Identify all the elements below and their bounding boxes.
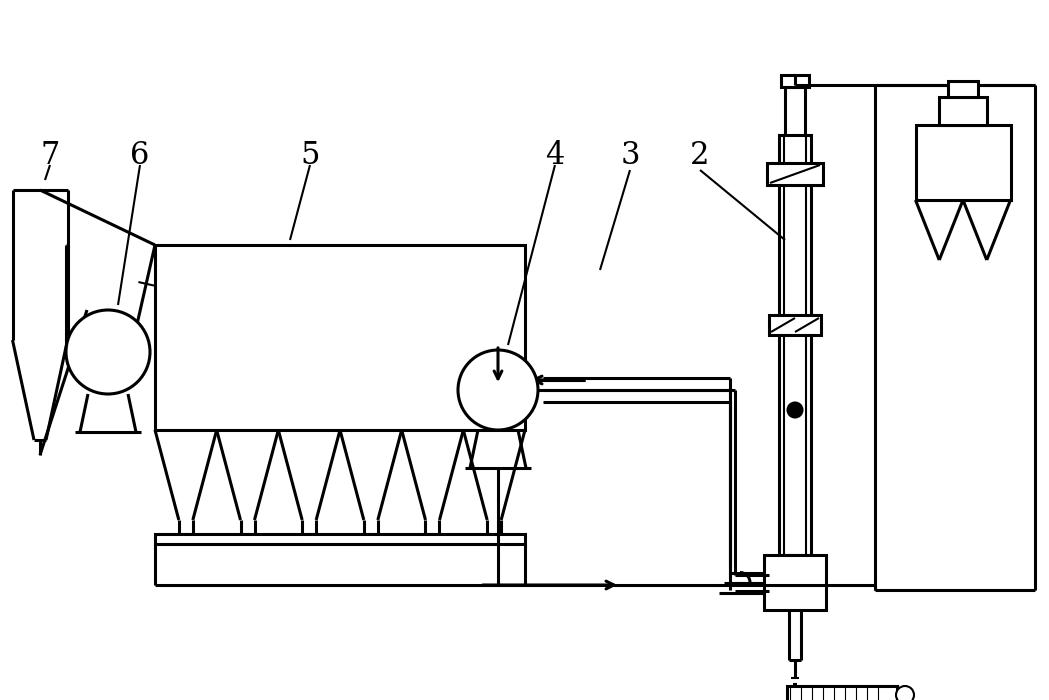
Bar xyxy=(916,125,1010,200)
Text: 5: 5 xyxy=(300,139,320,171)
Circle shape xyxy=(788,403,802,417)
Circle shape xyxy=(66,310,150,394)
Bar xyxy=(787,686,897,700)
Bar xyxy=(769,315,821,335)
Bar xyxy=(785,87,805,135)
Bar xyxy=(764,555,826,610)
Bar xyxy=(155,534,524,544)
Bar xyxy=(779,135,811,555)
Bar xyxy=(782,75,809,87)
Text: 7: 7 xyxy=(40,139,60,171)
Bar xyxy=(784,135,806,555)
Text: 2: 2 xyxy=(690,139,710,171)
Text: 4: 4 xyxy=(545,139,564,171)
Text: 3: 3 xyxy=(620,139,640,171)
Bar xyxy=(939,97,987,125)
Circle shape xyxy=(458,350,538,430)
Text: 6: 6 xyxy=(130,139,150,171)
Bar xyxy=(767,163,823,185)
Circle shape xyxy=(896,686,914,700)
Bar xyxy=(948,81,978,97)
Bar xyxy=(155,245,524,430)
